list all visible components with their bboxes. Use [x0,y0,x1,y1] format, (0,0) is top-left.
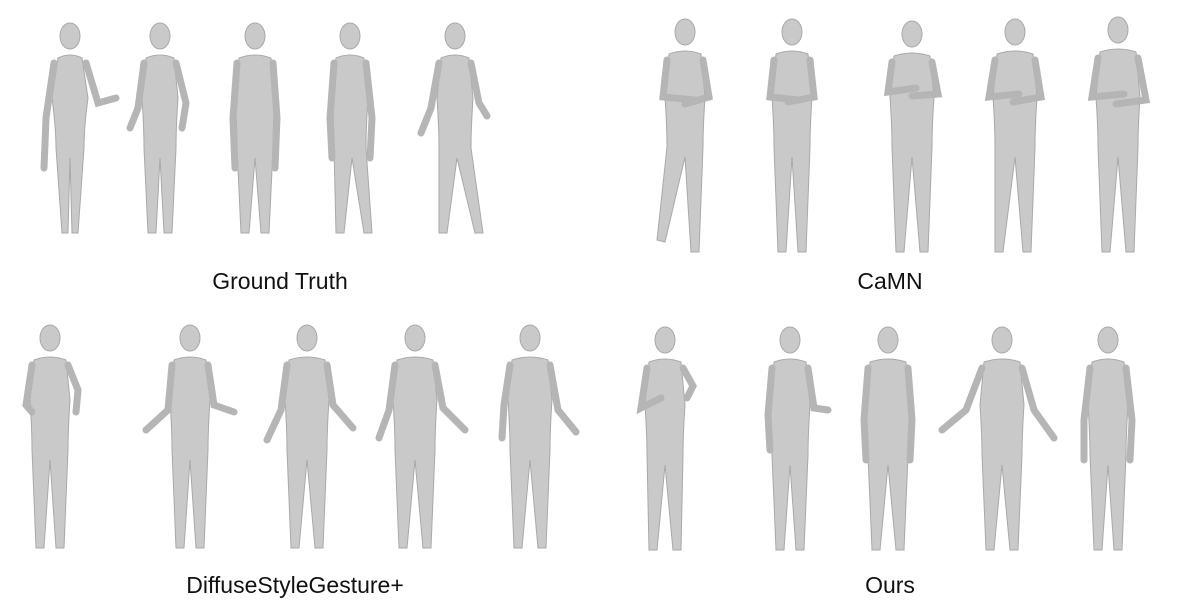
ours-figure-3 [860,326,916,551]
ground-truth-figure-2 [126,22,190,234]
diffusestylegesture-plus-figures [22,324,580,549]
panel-ours: Ours [630,320,1150,605]
ground-truth-figure-5 [417,22,491,234]
ground-truth-figures [40,22,491,234]
diffusestylegesture-plus-figure-4 [375,324,469,549]
ground-truth-figure-1 [40,22,120,234]
ground-truth-figure-3 [229,22,281,234]
diffusestylegesture-plus-figure-1 [22,324,82,549]
panel-camn: CaMN [620,12,1160,318]
ours-figures [636,326,1136,551]
ours-figure-2 [764,326,832,551]
camn-figure-2 [766,18,818,253]
ours-caption: Ours [865,572,915,598]
panel-diffusestylegesture-plus: DiffuseStyleGesture+ [10,320,580,605]
camn-figure-5 [1087,16,1151,253]
diffusestylegesture-plus-figure-3 [263,324,357,549]
panel-ground-truth: Ground Truth [20,18,540,318]
camn-figure-1 [656,18,713,253]
ground-truth-caption: Ground Truth [212,268,348,294]
camn-figures [656,16,1151,253]
ours-figure-5 [1080,326,1136,551]
ours-figure-1 [636,326,697,551]
camn-caption: CaMN [857,268,923,294]
ground-truth-figure-4 [326,22,376,234]
diffusestylegesture-plus-figure-2 [142,324,238,549]
camn-figure-4 [984,18,1046,253]
ours-figure-4 [938,326,1058,551]
diffusestylegesture-plus-caption: DiffuseStyleGesture+ [186,572,404,598]
diffusestylegesture-plus-figure-5 [498,324,580,549]
camn-figure-3 [883,20,943,253]
